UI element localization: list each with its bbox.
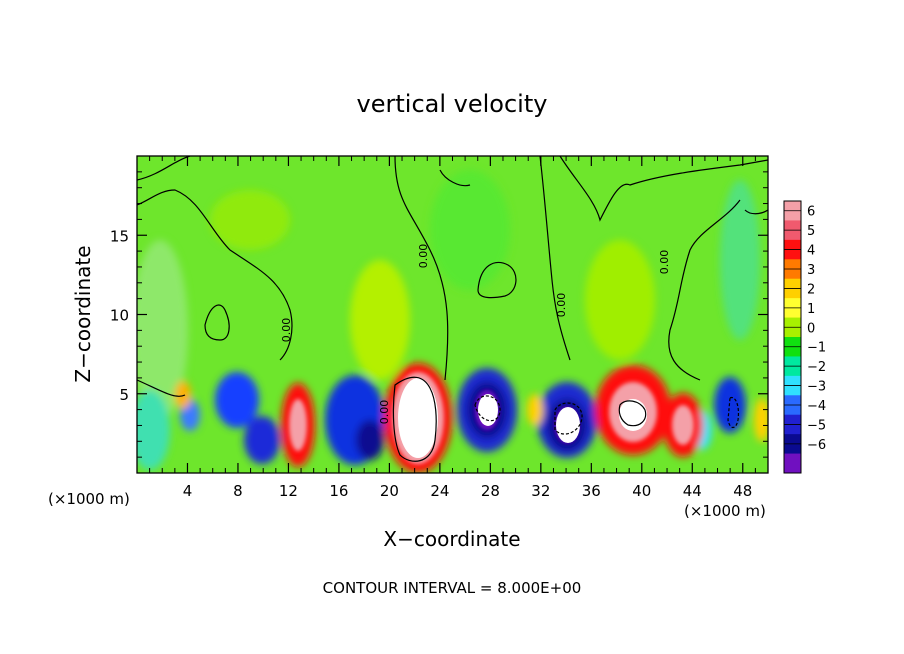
y-tick-label: 10 bbox=[110, 307, 129, 325]
weak-downdraft-band bbox=[137, 390, 170, 470]
downdraft-core bbox=[244, 416, 280, 464]
colorbar-label: 1 bbox=[807, 302, 815, 317]
out-of-range-region bbox=[398, 378, 438, 458]
colorbar-frame bbox=[783, 200, 802, 474]
contour-interval-note: CONTOUR INTERVAL = 8.000E+00 bbox=[323, 579, 582, 597]
weak-updraft-band bbox=[720, 180, 760, 340]
updraft-core bbox=[527, 394, 543, 426]
contour-labels: 0.00 0.00 0.00 0.00 0.00 bbox=[280, 244, 671, 425]
colorbar-label: −2 bbox=[807, 360, 826, 375]
x-axis-ticks: 4 8 12 16 20 24 28 32 36 40 44 48 bbox=[149, 156, 756, 500]
y-axis-label: Z−coordinate bbox=[71, 245, 95, 382]
x-unit-left: (×1000 m) bbox=[48, 490, 130, 508]
updraft-peak bbox=[672, 405, 694, 445]
colorbar-label: 0 bbox=[807, 321, 815, 336]
colorbar-label: 4 bbox=[807, 244, 815, 259]
weak-downdraft-band bbox=[137, 240, 188, 420]
y-tick-label: 5 bbox=[119, 386, 129, 404]
weak-updraft-patch bbox=[585, 240, 655, 360]
x-tick-label: 12 bbox=[279, 482, 298, 500]
x-tick-label: 44 bbox=[683, 482, 702, 500]
colorbar-swatch bbox=[784, 453, 801, 474]
y-axis-ticks: 5 10 15 bbox=[110, 171, 768, 458]
colorbar-label: 2 bbox=[807, 282, 815, 297]
contour-label: 0.00 bbox=[555, 293, 568, 318]
heatmap-field: 0.00 0.00 0.00 0.00 0.00 bbox=[137, 156, 768, 473]
y-tick-label: 15 bbox=[110, 227, 129, 245]
x-tick-label: 40 bbox=[632, 482, 651, 500]
x-tick-label: 36 bbox=[582, 482, 601, 500]
colorbar-label: −5 bbox=[807, 418, 826, 433]
downdraft-core bbox=[356, 420, 384, 460]
downdraft-core bbox=[215, 372, 259, 428]
contour-label: 0.00 bbox=[378, 400, 391, 425]
updraft-peak bbox=[289, 399, 307, 451]
updraft-core bbox=[754, 398, 768, 442]
colorbar-label: −6 bbox=[807, 438, 826, 453]
x-tick-label: 8 bbox=[233, 482, 243, 500]
colorbar-label: 6 bbox=[807, 205, 815, 220]
contour-lines bbox=[137, 156, 768, 462]
contour-label: 0.00 bbox=[658, 250, 671, 275]
x-axis-label: X−coordinate bbox=[383, 527, 520, 551]
x-tick-label: 24 bbox=[430, 482, 449, 500]
weak-updraft-patch bbox=[350, 260, 410, 380]
x-tick-label: 28 bbox=[481, 482, 500, 500]
colorbar-label: −1 bbox=[807, 341, 826, 356]
out-of-range-region bbox=[556, 407, 580, 443]
weak-updraft-patch bbox=[210, 190, 290, 250]
weak-downdraft-band bbox=[430, 170, 510, 290]
out-of-range-region bbox=[478, 394, 498, 426]
x-tick-label: 48 bbox=[733, 482, 752, 500]
colorbar-label: 3 bbox=[807, 263, 815, 278]
x-tick-label: 32 bbox=[531, 482, 550, 500]
colorbar-label: −4 bbox=[807, 399, 826, 414]
x-tick-label: 16 bbox=[329, 482, 348, 500]
contour-label: 0.00 bbox=[280, 318, 293, 343]
contour-label: 0.00 bbox=[417, 244, 430, 269]
colorbar: 6 5 4 3 2 1 0 −1 −2 −3 −4 −5 −6 bbox=[783, 200, 826, 474]
x-tick-label: 4 bbox=[183, 482, 193, 500]
x-unit-right: (×1000 m) bbox=[684, 502, 766, 520]
chart-title: vertical velocity bbox=[357, 90, 548, 118]
x-tick-label: 20 bbox=[380, 482, 399, 500]
updraft-core bbox=[175, 381, 191, 409]
colorbar-label: −3 bbox=[807, 380, 826, 395]
colorbar-label: 5 bbox=[807, 224, 815, 239]
